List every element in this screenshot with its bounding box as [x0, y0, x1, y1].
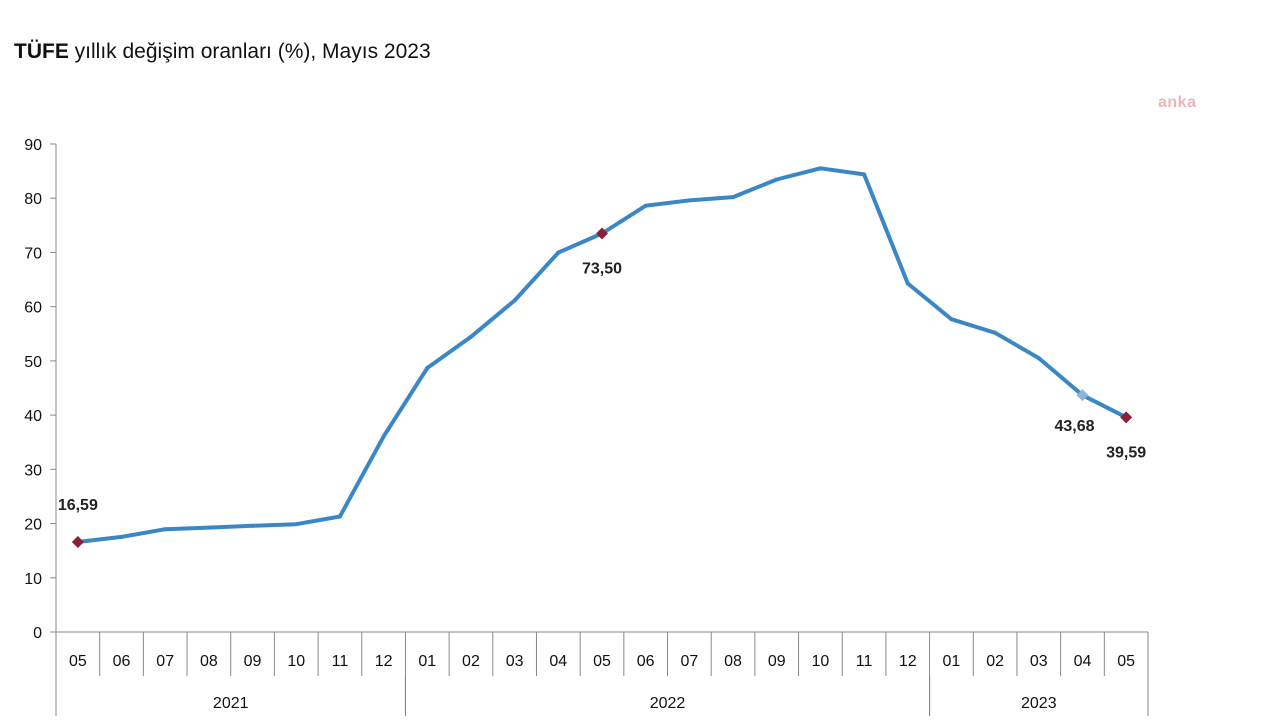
highlight-markers [71, 227, 1133, 549]
chart-title-rest: yıllık değişim oranları (%), Mayıs 2023 [68, 40, 431, 63]
data-point [425, 365, 430, 370]
x-tick-label: 08 [724, 653, 742, 670]
x-tick-label: 06 [113, 653, 131, 670]
data-point [687, 198, 692, 203]
data-point [643, 203, 648, 208]
x-tick-label: 09 [768, 653, 786, 670]
x-axis-years: 2021 2022 2023 [55, 676, 1149, 716]
year-label: 2021 [213, 695, 249, 712]
data-point [993, 330, 998, 335]
data-point [1036, 356, 1041, 361]
x-tick-label: 11 [856, 653, 873, 670]
data-point [294, 522, 299, 527]
data-labels: 16,59 73,50 43,68 39,59 [58, 260, 1146, 514]
watermark-logo: anka [1158, 94, 1197, 111]
series-lines [75, 166, 1129, 545]
x-tick-label: 05 [69, 653, 87, 670]
y-axis-ticks: 0 10 20 30 40 50 60 70 80 90 [24, 137, 56, 642]
x-tick-label: 11 [332, 653, 349, 670]
x-tick-label: 08 [200, 653, 218, 670]
highlight-marker [1120, 411, 1133, 424]
x-tick-label: 04 [1074, 653, 1092, 670]
x-tick-label: 09 [244, 653, 262, 670]
data-point [468, 334, 473, 339]
data-point [337, 514, 342, 519]
x-tick-label: 03 [506, 653, 524, 670]
x-tick-label: 02 [986, 653, 1004, 670]
data-point [862, 172, 867, 177]
data-point [731, 195, 736, 200]
y-tick-label: 20 [24, 517, 42, 534]
data-point [556, 250, 561, 255]
x-tick-label: 10 [287, 653, 305, 670]
x-tick-label: 12 [899, 653, 917, 670]
y-tick-label: 40 [24, 408, 42, 425]
y-tick-label: 60 [24, 300, 42, 317]
x-tick-label: 07 [156, 653, 174, 670]
y-tick-label: 70 [24, 245, 42, 262]
data-point [905, 281, 910, 286]
x-axis-categories: 05 06 07 08 09 10 11 12 01 02 03 04 05 06 07 08 09 10 11 12… [55, 632, 1149, 676]
data-label: 16,59 [58, 497, 98, 514]
chart-axes [55, 144, 1148, 633]
data-point [512, 298, 517, 303]
data-point [949, 317, 954, 322]
data-point [774, 177, 779, 182]
data-point [206, 525, 211, 530]
year-label: 2022 [650, 695, 686, 712]
data-label: 43,68 [1054, 418, 1094, 435]
data-label: 73,50 [582, 260, 622, 277]
x-tick-label: 03 [1030, 653, 1048, 670]
series-line [75, 166, 1129, 544]
x-tick-label: 07 [680, 653, 698, 670]
x-tick-label: 02 [462, 653, 480, 670]
x-tick-label: 04 [549, 653, 567, 670]
data-point [381, 434, 386, 439]
x-tick-label: 01 [418, 653, 436, 670]
y-tick-label: 30 [24, 462, 42, 479]
highlight-marker [596, 227, 608, 240]
y-tick-label: 0 [33, 625, 42, 642]
x-tick-label: 05 [593, 653, 611, 670]
y-tick-label: 80 [24, 191, 42, 208]
data-label: 39,59 [1106, 444, 1146, 461]
data-point [163, 527, 168, 532]
highlight-marker [71, 536, 84, 549]
x-tick-label: 12 [375, 653, 393, 670]
x-tick-label: 10 [812, 653, 830, 670]
highlight-marker [1076, 389, 1089, 402]
y-tick-label: 10 [24, 571, 42, 588]
chart-title-bold: TÜFE [14, 40, 69, 63]
x-tick-label: 06 [637, 653, 655, 670]
y-tick-label: 90 [24, 137, 42, 154]
data-point [119, 534, 124, 539]
year-label: 2023 [1021, 695, 1057, 712]
chart-title: TÜFE yıllık değişim oranları (%), Mayıs … [14, 40, 431, 64]
x-tick-label: 05 [1117, 653, 1135, 670]
data-point [818, 166, 823, 171]
data-point [250, 523, 255, 528]
x-tick-label: 01 [943, 653, 961, 670]
y-tick-label: 50 [24, 354, 42, 371]
